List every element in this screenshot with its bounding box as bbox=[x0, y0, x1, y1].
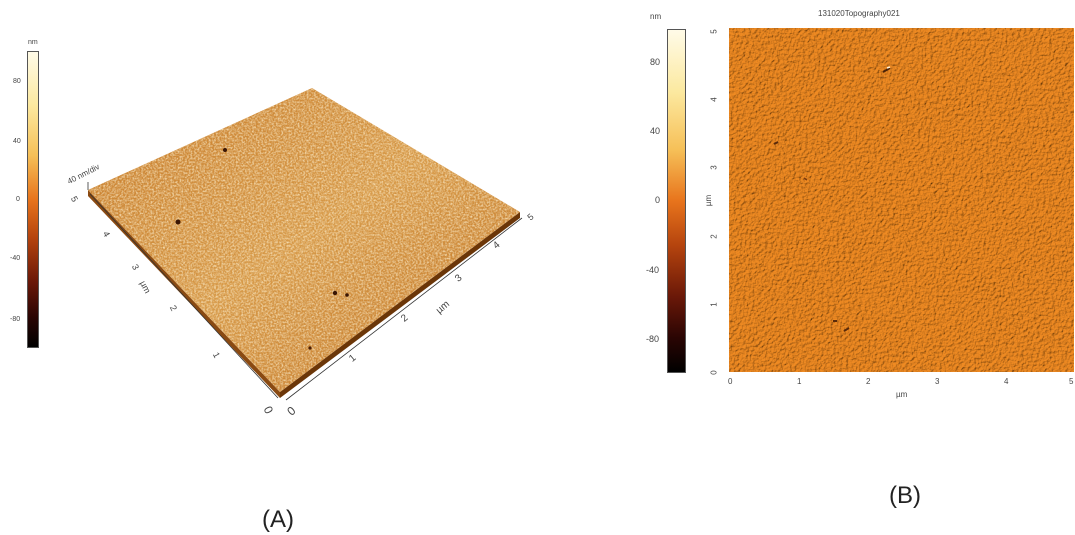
colorbar-b-tick: 40 bbox=[650, 126, 661, 136]
panel-a-3d-topography: nm 80 40 0 -40 -80 bbox=[10, 39, 536, 533]
panel-b-2d-topography: nm 80 40 0 -40 -80 131020Topography021 5… bbox=[600, 0, 1075, 535]
y-axis-label-b: µm bbox=[704, 194, 714, 207]
colorbar-b-tick: 0 bbox=[655, 195, 661, 205]
colorbar-b-unit: nm bbox=[650, 12, 662, 21]
image-title: 131020Topography021 bbox=[818, 9, 900, 18]
x-tick-b: 2 bbox=[866, 377, 871, 386]
colorbar-b-tick: -80 bbox=[646, 334, 660, 344]
y-tick-b: 0 bbox=[709, 370, 719, 375]
colorbar-b bbox=[667, 29, 686, 373]
y-tick-b: 3 bbox=[709, 165, 719, 170]
x-tick-b: 0 bbox=[728, 377, 733, 386]
x-axis-label-b: µm bbox=[896, 390, 908, 399]
colorbar-a-tick: -40 bbox=[10, 255, 21, 262]
y-tick-b: 1 bbox=[709, 302, 719, 307]
y-tick-b: 4 bbox=[709, 97, 719, 102]
colorbar-a-tick: 80 bbox=[13, 78, 21, 85]
colorbar-a bbox=[27, 51, 39, 348]
surface-side-right bbox=[280, 212, 520, 398]
colorbar-a-unit: nm bbox=[28, 39, 38, 46]
caption-b: (B) bbox=[889, 482, 921, 509]
colorbar-a-tick: -80 bbox=[10, 316, 21, 323]
x-tick-b: 4 bbox=[1004, 377, 1009, 386]
colorbar-a-tick: 40 bbox=[13, 138, 21, 145]
topography-map-image bbox=[729, 28, 1074, 372]
colorbar-b-tick: -40 bbox=[646, 265, 660, 275]
caption-a: (A) bbox=[262, 506, 294, 533]
colorbar-b-tick: 80 bbox=[650, 57, 661, 67]
colorbar-a-tick: 0 bbox=[16, 196, 20, 203]
surface-side-left bbox=[88, 190, 280, 398]
y-tick-b: 2 bbox=[709, 234, 719, 239]
surface-3d-view bbox=[87, 88, 523, 401]
y-tick-b: 5 bbox=[709, 29, 719, 34]
x-tick-b: 3 bbox=[935, 377, 940, 386]
x-tick-b: 1 bbox=[797, 377, 802, 386]
x-tick-b: 5 bbox=[1069, 377, 1074, 386]
